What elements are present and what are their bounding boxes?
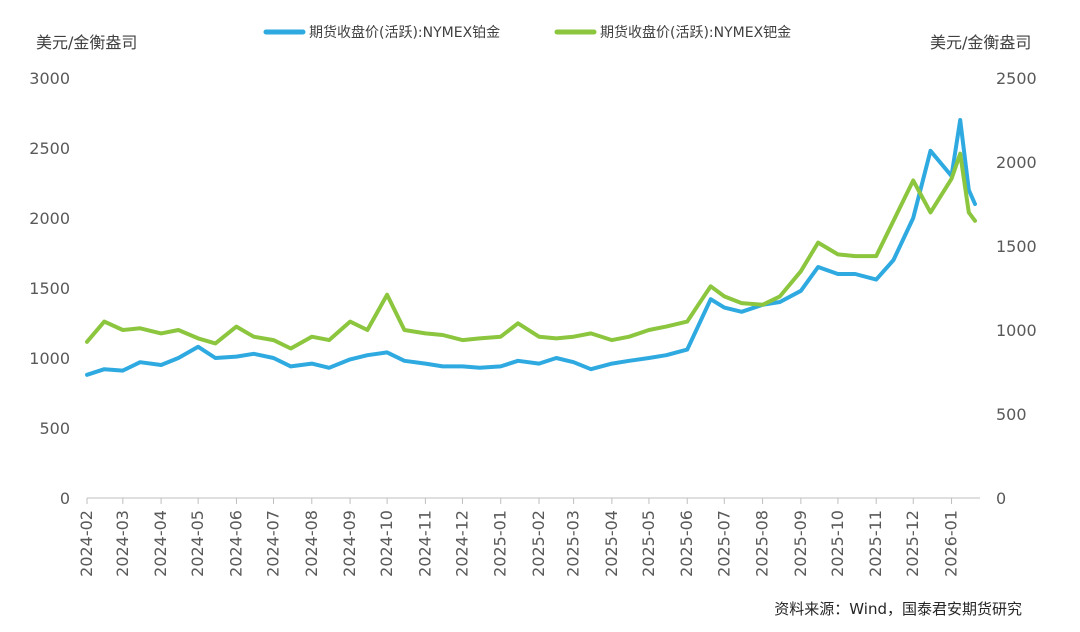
right-axis-unit: 美元/金衡盎司 <box>930 33 1031 52</box>
x-tick-label: 2025-01 <box>491 510 510 577</box>
right-tick-label: 1000 <box>996 321 1037 340</box>
x-tick-label: 2024-05 <box>188 510 207 577</box>
right-tick-label: 0 <box>996 489 1006 508</box>
series-line-platinum <box>85 118 977 377</box>
x-tick-label: 2024-09 <box>340 510 359 577</box>
legend-label-palladium: 期货收盘价(活跃):NYMEX钯金 <box>600 24 791 41</box>
left-tick-label: 1000 <box>29 349 70 368</box>
left-tick-label: 3000 <box>29 69 70 88</box>
x-tick-label: 2025-04 <box>602 510 621 577</box>
left-tick-label: 500 <box>39 419 70 438</box>
x-tick-label: 2024-08 <box>302 510 321 577</box>
left-tick-label: 2500 <box>29 139 70 158</box>
x-tick-label: 2025-09 <box>791 510 810 577</box>
left-tick-label: 0 <box>60 489 70 508</box>
right-tick-label: 2500 <box>996 69 1037 88</box>
source-note: 资料来源：Wind，国泰君安期货研究 <box>774 600 1022 618</box>
right-tick-label: 500 <box>996 405 1027 424</box>
left-axis-unit: 美元/金衡盎司 <box>36 33 137 52</box>
x-tick-label: 2024-04 <box>151 510 170 577</box>
x-tick-label: 2025-06 <box>677 510 696 577</box>
legend: 期货收盘价(活跃):NYMEX铂金 期货收盘价(活跃):NYMEX钯金 <box>263 24 791 41</box>
left-tick-label: 2000 <box>29 209 70 228</box>
series-layer <box>85 118 977 377</box>
x-tick-label: 2025-02 <box>529 510 548 577</box>
x-tick-label: 2025-10 <box>828 510 847 577</box>
x-tick-label: 2024-06 <box>226 510 245 577</box>
x-tick-label: 2024-07 <box>263 510 282 577</box>
x-tick-label: 2026-01 <box>942 510 961 577</box>
x-tick-label: 2025-07 <box>714 510 733 577</box>
x-tick-label: 2024-11 <box>415 510 434 577</box>
x-tick-label: 2024-03 <box>113 510 132 577</box>
x-tick-label: 2024-12 <box>452 510 471 577</box>
x-tick-label: 2025-12 <box>903 510 922 577</box>
x-tick-label: 2024-02 <box>77 510 96 577</box>
series-line-palladium <box>85 151 977 351</box>
left-axis: 0 500 1000 1500 2000 2500 3000 <box>29 69 70 508</box>
x-tick-label: 2025-08 <box>753 510 772 577</box>
right-tick-label: 1500 <box>996 237 1037 256</box>
legend-label-platinum: 期货收盘价(活跃):NYMEX铂金 <box>309 24 500 41</box>
x-tick-label: 2025-03 <box>564 510 583 577</box>
right-tick-label: 2000 <box>996 153 1037 172</box>
x-tick-label: 2025-11 <box>866 510 885 577</box>
left-tick-label: 1500 <box>29 279 70 298</box>
x-tick-label: 2024-10 <box>377 510 396 577</box>
x-axis: 2024-02 2024-03 2024-04 2024-05 2024-06 2024-… <box>77 498 961 577</box>
x-tick-label: 2025-05 <box>639 510 658 577</box>
right-axis: 0 500 1000 1500 2000 2500 <box>996 69 1037 508</box>
